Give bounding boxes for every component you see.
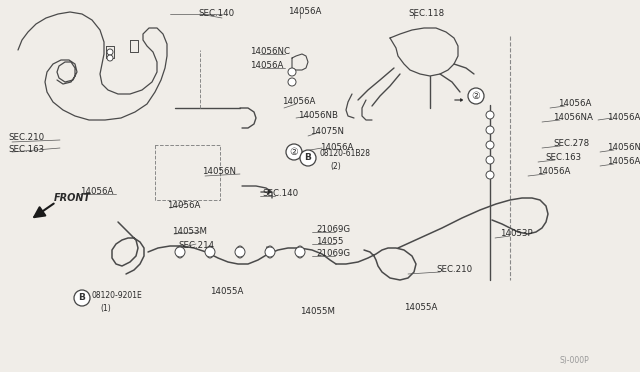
Circle shape [295,247,305,257]
Circle shape [300,150,316,166]
Circle shape [486,126,494,134]
Text: 14053P: 14053P [500,230,532,238]
Circle shape [286,144,302,160]
Ellipse shape [176,246,184,258]
Circle shape [486,141,494,149]
Ellipse shape [296,246,304,258]
Text: 21069G: 21069G [316,225,350,234]
Circle shape [468,88,484,104]
Text: FRONT: FRONT [54,193,91,203]
Text: 14056A: 14056A [288,7,321,16]
Circle shape [107,49,113,55]
Circle shape [205,247,215,257]
Text: 14056A: 14056A [167,201,200,209]
Circle shape [107,55,113,61]
Text: S)-000P: S)-000P [560,356,589,365]
Text: 14056A: 14056A [537,167,570,176]
Text: 14056A: 14056A [80,187,113,196]
Circle shape [288,68,296,76]
Text: 08120-61B28: 08120-61B28 [320,150,371,158]
Text: 14056A: 14056A [250,61,284,71]
Text: 14056ND: 14056ND [607,144,640,153]
Circle shape [288,78,296,86]
Text: 08120-9201E: 08120-9201E [92,292,143,301]
Circle shape [486,111,494,119]
Text: SEC.163: SEC.163 [8,145,44,154]
Ellipse shape [206,246,214,258]
Text: B: B [305,154,312,163]
Text: 14056A: 14056A [558,99,591,109]
Circle shape [486,156,494,164]
Text: B: B [79,294,85,302]
Circle shape [235,247,245,257]
Text: (1): (1) [100,304,111,312]
Text: 14055A: 14055A [210,288,243,296]
Text: 14056A: 14056A [607,157,640,167]
Text: ②: ② [472,91,481,101]
Circle shape [265,247,275,257]
Text: SEC.140: SEC.140 [262,189,298,199]
Text: 14056NA: 14056NA [553,113,593,122]
Text: 14055M: 14055M [300,308,335,317]
Text: 14075N: 14075N [310,128,344,137]
Ellipse shape [266,246,274,258]
Ellipse shape [236,246,244,258]
Text: 14056A: 14056A [320,144,353,153]
Text: SEC.210: SEC.210 [436,266,472,275]
Text: 14056A: 14056A [282,97,316,106]
Text: SEC.214: SEC.214 [178,241,214,250]
Text: 14053M: 14053M [172,228,207,237]
Text: (2): (2) [330,161,340,170]
Text: SEC.140: SEC.140 [198,10,234,19]
Text: 14056NB: 14056NB [298,112,338,121]
Text: 14056NC: 14056NC [250,48,290,57]
Text: SEC.163: SEC.163 [545,154,581,163]
Text: 14056A: 14056A [607,113,640,122]
Text: 21069G: 21069G [316,250,350,259]
Text: 14055: 14055 [316,237,344,247]
Text: SEC.210: SEC.210 [8,134,44,142]
Text: SEC.118: SEC.118 [408,10,444,19]
Circle shape [74,290,90,306]
Circle shape [486,171,494,179]
Text: ②: ② [290,147,298,157]
Text: 14056N: 14056N [202,167,236,176]
Text: SEC.278: SEC.278 [553,140,589,148]
Circle shape [175,247,185,257]
Text: 14055A: 14055A [404,304,437,312]
